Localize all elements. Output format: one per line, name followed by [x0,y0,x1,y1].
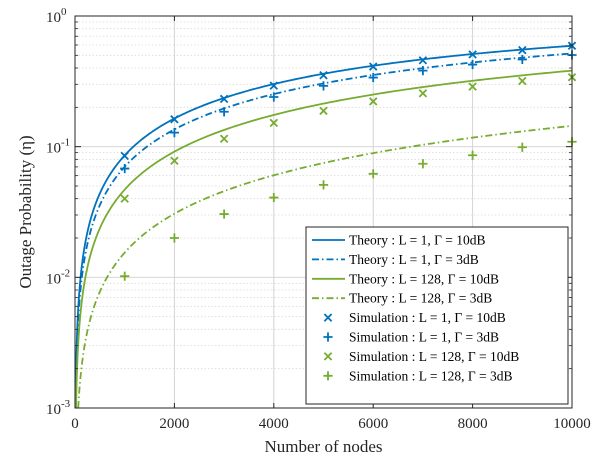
simulation-point [269,118,279,128]
legend-marker-swatch [323,371,333,381]
plot-frame [74,15,573,409]
simulation-point [169,128,179,138]
y-tick-labels: 10-3 10-2 10-1 100 [46,6,71,418]
simulation-point [518,45,527,55]
simulation-point [517,54,527,65]
legend-entry-label: Theory : L = 1, Γ = 3dB [349,252,479,267]
simulation-point [219,209,229,219]
legend-entry-label: Simulation : L = 1, Γ = 3dB [349,330,499,345]
x-tick-label: 8000 [458,416,488,432]
legend-box [305,226,569,405]
simulation-point [418,89,428,98]
legend-entry-label: Theory : L = 128, Γ = 3dB [349,291,492,306]
theory-curve [74,52,573,409]
legend-entry-label: Theory : L = 1, Γ = 10dB [349,233,486,248]
legend-marker-swatch [323,352,333,361]
simulation-point [319,106,328,116]
x-tick-label: 10000 [553,416,591,432]
simulation-point [468,50,477,59]
y-tick-label: 10-3 [46,398,71,418]
legend-entry-label: Simulation : L = 128, Γ = 3dB [349,368,513,383]
axis-ticks [74,15,573,409]
simulation-point [219,134,229,143]
simulation-point [219,94,229,104]
theory-curve [77,124,573,409]
x-axis-label: Number of nodes [264,437,382,456]
simulation-point [120,163,130,174]
simulation-point [120,151,129,161]
y-axis-label: Outage Probability (η) [16,135,35,288]
x-tick-label: 0 [71,416,79,432]
legend: Theory : L = 1, Γ = 10dB Theory : L = 1, … [305,226,569,405]
simulation-point [269,192,279,203]
simulation-point [517,142,527,152]
simulation-point [219,107,229,117]
simulation-point [120,271,130,281]
simulation-point [170,156,179,166]
y-tick-label: 10-1 [46,137,70,157]
simulation-point [518,76,527,86]
legend-marker-swatch [323,313,333,322]
simulation-point [269,81,279,90]
simulation-point [368,62,378,71]
simulation-point [368,72,378,83]
simulation-point [269,92,279,102]
simulation-point [318,180,329,190]
x-tick-label: 2000 [159,416,189,432]
legend-entry-label: Theory : L = 128, Γ = 10dB [349,271,499,286]
simulation-point [418,66,428,76]
simulation-point [170,115,179,124]
simulation-point [368,97,378,106]
simulation-point [318,81,329,91]
simulation-point [468,59,478,70]
simulation-point [468,150,478,160]
simulation-point [368,169,378,179]
legend-entry-label: Simulation : L = 128, Γ = 10dB [349,349,519,364]
theory-curve [75,69,573,409]
x-tick-label: 4000 [259,416,289,432]
simulation-point [418,159,428,169]
simulation-point [120,194,129,203]
series-markers [120,41,577,281]
simulation-point [169,233,179,243]
simulation-point [418,56,428,65]
y-tick-label: 100 [46,6,67,26]
simulation-point [319,71,328,80]
legend-marker-swatch [323,332,333,342]
simulation-point [468,82,477,91]
legend-entry-label: Simulation : L = 1, Γ = 10dB [349,310,506,325]
y-tick-label: 10-2 [46,267,70,287]
x-tick-label: 6000 [358,416,388,432]
x-tick-labels: 0 2000 4000 6000 8000 10000 [71,416,591,432]
